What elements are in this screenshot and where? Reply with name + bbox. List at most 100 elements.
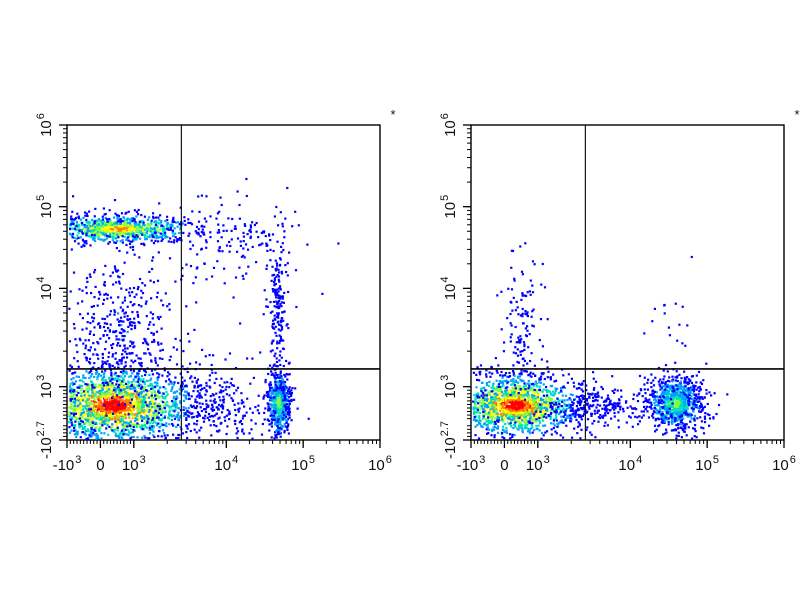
event-point — [553, 400, 556, 403]
event-point — [276, 340, 279, 343]
event-point — [209, 399, 212, 402]
event-point — [110, 412, 113, 415]
event-point — [117, 269, 120, 272]
event-point — [142, 232, 145, 235]
event-point — [284, 396, 287, 399]
event-point — [200, 248, 203, 251]
event-point — [160, 435, 163, 438]
event-point — [117, 422, 120, 425]
event-point — [89, 226, 92, 230]
event-point — [200, 231, 203, 234]
event-point — [511, 383, 514, 386]
event-point — [218, 210, 221, 213]
event-point — [246, 357, 249, 360]
event-point — [129, 240, 132, 243]
event-point — [90, 387, 94, 390]
event-point — [69, 290, 72, 293]
event-point — [115, 338, 118, 341]
event-point — [144, 352, 147, 355]
event-point — [122, 356, 125, 359]
event-point — [232, 384, 236, 387]
event-point — [274, 282, 277, 286]
event-point — [178, 237, 181, 240]
event-point — [69, 364, 72, 367]
event-point — [123, 226, 126, 229]
event-point — [148, 425, 151, 428]
event-point — [71, 422, 74, 425]
event-point — [169, 223, 172, 226]
event-point — [103, 410, 106, 413]
event-point — [94, 416, 97, 419]
event-point — [279, 263, 282, 266]
event-point — [84, 226, 87, 229]
event-point — [90, 230, 93, 233]
event-point — [136, 412, 139, 415]
event-point — [293, 398, 296, 401]
event-point — [504, 388, 507, 391]
event-point — [242, 432, 245, 435]
event-point — [199, 394, 202, 397]
event-point — [218, 391, 221, 394]
event-point — [220, 377, 223, 380]
event-point — [85, 212, 88, 215]
event-point — [112, 402, 115, 405]
event-point — [83, 353, 86, 356]
event-point — [539, 421, 542, 424]
event-point — [280, 305, 283, 308]
event-point — [207, 412, 211, 416]
event-point — [128, 294, 131, 297]
event-point — [139, 378, 142, 381]
event-point — [127, 225, 130, 229]
event-point — [96, 226, 99, 229]
event-point — [143, 215, 146, 218]
event-point — [213, 401, 216, 404]
event-point — [285, 400, 288, 403]
event-point — [86, 321, 89, 324]
event-point — [146, 218, 149, 221]
event-point — [77, 418, 80, 421]
event-point — [190, 223, 194, 226]
event-point — [535, 425, 538, 428]
event-point — [220, 411, 224, 414]
event-point — [123, 421, 126, 424]
event-point — [136, 229, 139, 233]
event-point — [170, 240, 173, 243]
event-point — [234, 367, 238, 370]
event-point — [104, 348, 107, 351]
event-point — [115, 231, 118, 234]
event-point — [121, 301, 124, 304]
event-point — [81, 387, 84, 391]
event-point — [226, 381, 229, 384]
event-point — [103, 422, 106, 425]
event-point — [97, 342, 100, 345]
event-point — [152, 323, 155, 326]
event-point — [91, 227, 94, 230]
event-point — [479, 364, 483, 367]
event-point — [149, 422, 152, 425]
event-point — [254, 406, 257, 409]
event-point — [131, 291, 134, 294]
event-point — [236, 436, 239, 440]
event-point — [99, 404, 102, 407]
event-point — [154, 392, 157, 395]
event-point — [542, 409, 545, 412]
event-point — [117, 415, 120, 418]
event-point — [241, 428, 244, 431]
event-point — [244, 243, 248, 246]
event-point — [196, 401, 199, 404]
event-point — [89, 330, 92, 333]
event-point — [208, 379, 211, 382]
event-point — [271, 409, 274, 412]
event-point — [182, 408, 185, 411]
event-point — [276, 376, 280, 379]
event-point — [134, 403, 137, 406]
event-point — [93, 222, 96, 225]
event-point — [215, 217, 218, 220]
event-point — [157, 376, 160, 379]
event-point — [485, 407, 488, 410]
event-point — [86, 412, 89, 416]
event-point — [123, 375, 127, 378]
event-point — [140, 232, 143, 235]
event-point — [97, 406, 100, 409]
event-point — [100, 416, 103, 419]
